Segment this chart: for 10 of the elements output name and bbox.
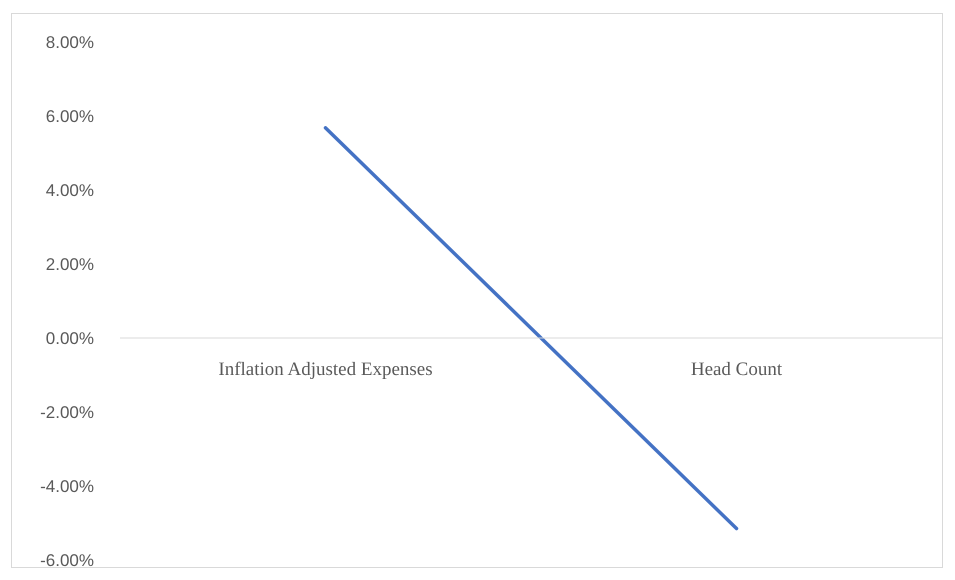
y-tick-label: -2.00% — [40, 403, 94, 422]
y-tick-label: 2.00% — [46, 255, 94, 274]
y-tick-label: 0.00% — [46, 329, 94, 348]
y-tick-label: -4.00% — [40, 477, 94, 496]
x-tick-label: Inflation Adjusted Expenses — [218, 359, 433, 380]
x-tick-label: Head Count — [690, 359, 783, 380]
y-tick-label: 8.00% — [46, 33, 94, 52]
y-tick-label: 4.00% — [46, 181, 94, 200]
y-tick-label: 6.00% — [46, 107, 94, 126]
y-tick-label: -6.00% — [40, 551, 94, 570]
